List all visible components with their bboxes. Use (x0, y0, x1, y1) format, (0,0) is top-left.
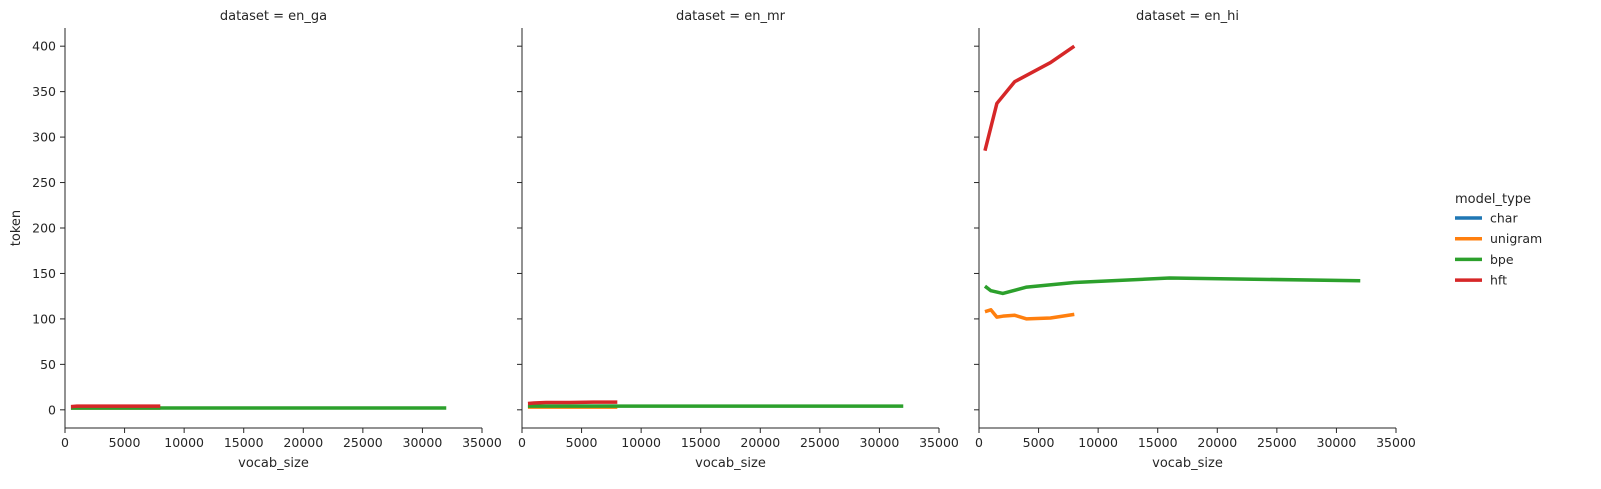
x-axis-title-en_ga: vocab_size (238, 456, 309, 471)
x-tick-label-en_ga: 30000 (403, 435, 443, 450)
panel-title-en_hi: dataset = en_hi (1136, 9, 1239, 24)
legend-label-char: char (1490, 211, 1518, 226)
x-tick-label-en_hi: 5000 (1023, 435, 1055, 450)
x-tick-label-en_hi: 15000 (1138, 435, 1178, 450)
x-tick-label-en_mr: 30000 (860, 435, 900, 450)
x-tick-label-en_ga: 0 (61, 435, 69, 450)
y-tick-label: 0 (48, 402, 56, 417)
x-tick-label-en_ga: 10000 (164, 435, 204, 450)
y-tick-label: 100 (32, 311, 56, 326)
y-axis-title: token (9, 210, 24, 246)
legend-title: model_type (1455, 192, 1531, 207)
x-tick-label-en_mr: 10000 (621, 435, 661, 450)
x-tick-label-en_ga: 20000 (283, 435, 323, 450)
x-tick-label-en_mr: 25000 (800, 435, 840, 450)
x-tick-label-en_ga: 25000 (343, 435, 383, 450)
x-tick-label-en_ga: 15000 (224, 435, 264, 450)
x-tick-label-en_hi: 25000 (1257, 435, 1297, 450)
panel-title-en_ga: dataset = en_ga (220, 9, 327, 24)
series-line-en_hi-bpe (983, 276, 1361, 296)
y-tick-label: 250 (32, 175, 56, 190)
x-tick-label-en_hi: 30000 (1317, 435, 1357, 450)
legend-label-unigram: unigram (1490, 231, 1542, 246)
legend-label-hft: hft (1490, 273, 1507, 288)
series-line-en_mr-hft (527, 400, 618, 406)
y-tick-label: 350 (32, 84, 56, 99)
legend-label-bpe: bpe (1490, 252, 1514, 267)
x-tick-label-en_mr: 5000 (566, 435, 598, 450)
panel-title-en_mr: dataset = en_mr (676, 9, 786, 24)
x-tick-label-en_hi: 0 (975, 435, 983, 450)
y-tick-label: 300 (32, 130, 56, 145)
x-axis-title-en_mr: vocab_size (695, 456, 766, 471)
y-tick-label: 400 (32, 39, 56, 54)
x-tick-label-en_ga: 35000 (462, 435, 502, 450)
x-tick-label-en_mr: 20000 (740, 435, 780, 450)
x-tick-label-en_ga: 5000 (109, 435, 141, 450)
x-tick-label-en_hi: 10000 (1078, 435, 1118, 450)
series-line-en_hi-unigram (984, 308, 1075, 321)
x-tick-label-en_mr: 35000 (919, 435, 959, 450)
y-tick-label: 50 (40, 357, 56, 372)
x-tick-label-en_hi: 35000 (1376, 435, 1416, 450)
x-axis-title-en_hi: vocab_size (1152, 456, 1223, 471)
y-tick-label: 150 (32, 266, 56, 281)
x-tick-label-en_hi: 20000 (1197, 435, 1237, 450)
series-line-en_hi-hft (983, 44, 1076, 152)
x-tick-label-en_mr: 0 (518, 435, 526, 450)
y-tick-label: 200 (32, 221, 56, 236)
x-tick-label-en_mr: 15000 (681, 435, 721, 450)
